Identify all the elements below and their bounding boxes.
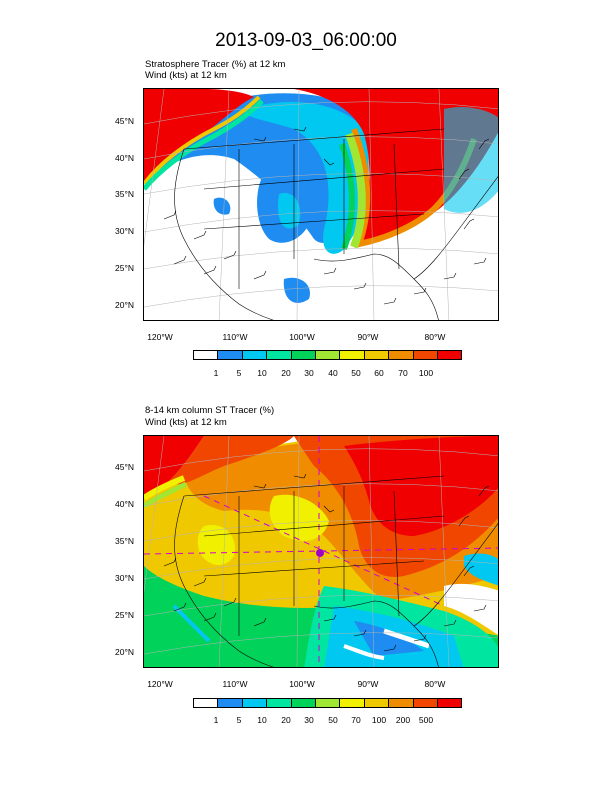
- panel2-lat-20: 20°N: [115, 647, 134, 657]
- cb2-swatch: [218, 699, 243, 707]
- cb1-swatch: [413, 351, 438, 359]
- cb1-label: 70: [398, 368, 408, 378]
- panel1-lon-100: 100°W: [289, 332, 315, 342]
- panel2-wind-label: Wind (kts) at 12 km: [145, 417, 227, 428]
- panel2-lat-45: 45°N: [115, 462, 134, 472]
- panel1-lat-30: 30°N: [115, 226, 134, 236]
- panel2-colorbar: [193, 698, 463, 708]
- cb1-label: 20: [281, 368, 291, 378]
- panel1-lat-45: 45°N: [115, 116, 134, 126]
- panel1-lon-110: 110°W: [222, 332, 248, 342]
- panel2-lon-100: 100°W: [289, 679, 315, 689]
- panel1-colorbar: [193, 350, 463, 360]
- panel2-lon-80: 80°W: [424, 679, 446, 689]
- cb1-label: 5: [236, 368, 242, 378]
- cb1-swatch: [194, 351, 219, 359]
- cb2-label: 500: [418, 715, 434, 725]
- cb1-swatch: [218, 351, 243, 359]
- panel2-lon-120: 120°W: [147, 679, 173, 689]
- panel2-lon-90: 90°W: [357, 679, 379, 689]
- cb2-swatch: [291, 699, 316, 707]
- cb1-label: 40: [328, 368, 338, 378]
- cb2-label: 20: [281, 715, 291, 725]
- panel2-title: 8-14 km column ST Tracer (%): [145, 405, 275, 416]
- panel1-title: Stratosphere Tracer (%) at 12 km: [145, 59, 286, 70]
- page-title: 2013-09-03_06:00:00: [215, 30, 397, 51]
- panel1-lat-25: 25°N: [115, 263, 134, 273]
- cb2-label: 70: [351, 715, 361, 725]
- cb2-swatch: [389, 699, 414, 707]
- cb2-swatch: [194, 699, 219, 707]
- cb2-swatch: [242, 699, 268, 707]
- cb2-swatch: [364, 699, 390, 707]
- cb1-label: 100: [418, 368, 434, 378]
- cb1-label: 50: [351, 368, 361, 378]
- cb1-swatch: [340, 351, 365, 359]
- cb1-label: 1: [213, 368, 219, 378]
- cb2-label: 30: [304, 715, 314, 725]
- cb1-swatch: [364, 351, 390, 359]
- panel2-lat-35: 35°N: [115, 536, 134, 546]
- panel1-lon-120: 120°W: [147, 332, 173, 342]
- cb2-label: 5: [236, 715, 242, 725]
- panel2-lon-110: 110°W: [222, 679, 248, 689]
- panel2-lat-30: 30°N: [115, 573, 134, 583]
- cb2-label: 50: [328, 715, 338, 725]
- cb1-swatch: [291, 351, 316, 359]
- panel1-lon-80: 80°W: [424, 332, 446, 342]
- cb1-swatch: [267, 351, 292, 359]
- panel1-lat-40: 40°N: [115, 153, 134, 163]
- cb2-label: 10: [257, 715, 267, 725]
- cb1-swatch: [437, 351, 462, 359]
- cb1-swatch: [315, 351, 341, 359]
- panel1-wind-label: Wind (kts) at 12 km: [145, 70, 227, 81]
- panel2-map-graphic: [144, 436, 498, 667]
- panel1-map: [143, 88, 499, 321]
- cb2-label: 200: [395, 715, 411, 725]
- cb1-swatch: [242, 351, 268, 359]
- cb2-swatch: [413, 699, 438, 707]
- cb1-label: 10: [257, 368, 267, 378]
- cb1-swatch: [389, 351, 414, 359]
- panel1-lon-90: 90°W: [357, 332, 379, 342]
- panel2-map: [143, 435, 499, 668]
- panel1-lat-35: 35°N: [115, 189, 134, 199]
- cb2-swatch: [437, 699, 462, 707]
- panel1-lat-20: 20°N: [115, 300, 134, 310]
- cb1-label: 30: [304, 368, 314, 378]
- cb2-label: 1: [213, 715, 219, 725]
- cb2-swatch: [315, 699, 341, 707]
- panel2-lat-40: 40°N: [115, 499, 134, 509]
- cb2-swatch: [340, 699, 365, 707]
- cb2-swatch: [267, 699, 292, 707]
- cb2-label: 100: [371, 715, 387, 725]
- cb1-label: 60: [374, 368, 384, 378]
- panel1-map-graphic: [144, 89, 498, 320]
- panel2-lat-25: 25°N: [115, 610, 134, 620]
